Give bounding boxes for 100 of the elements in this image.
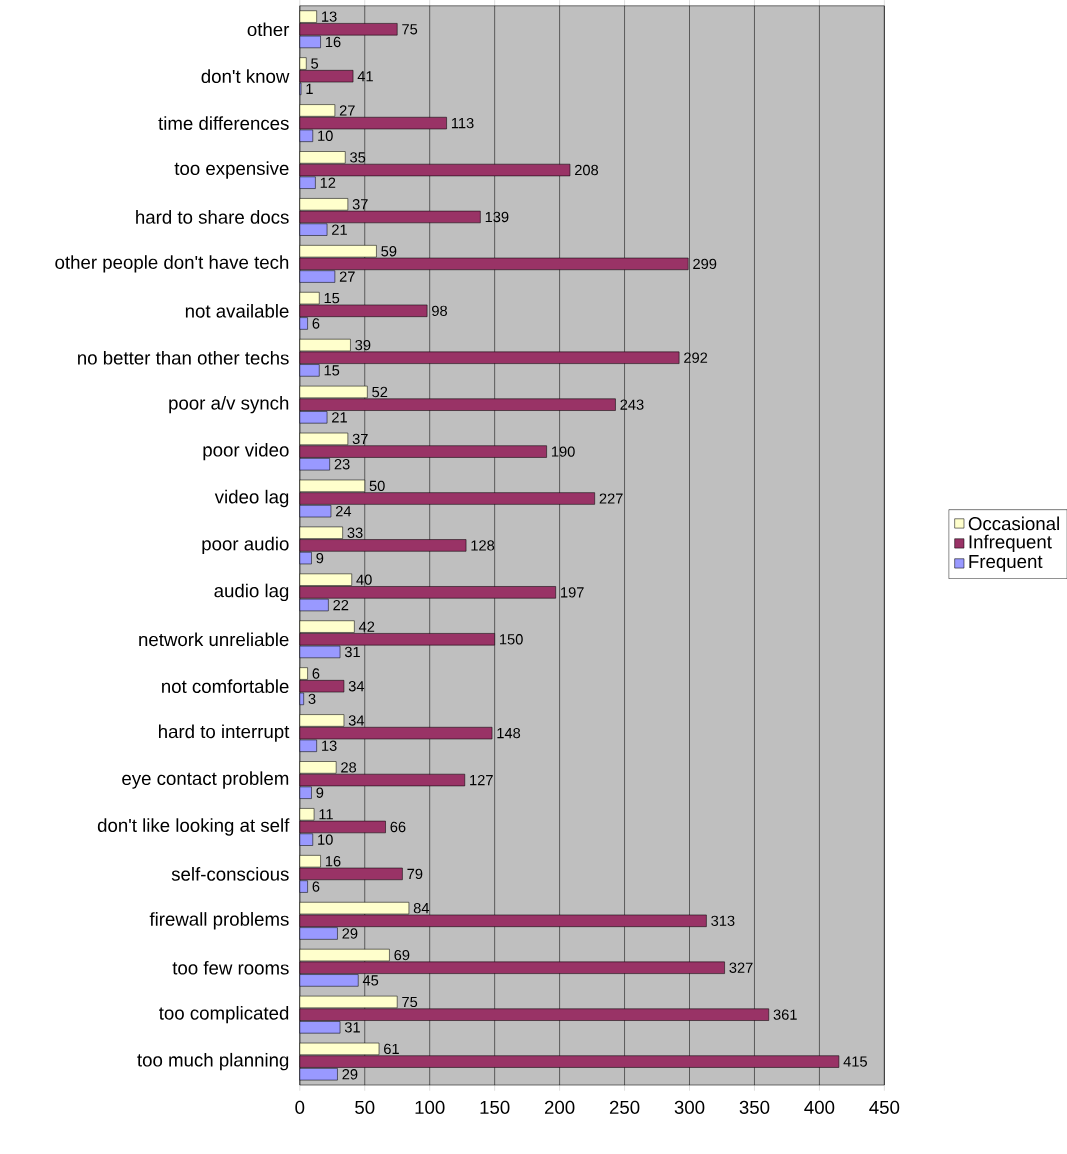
data-label: 24 — [335, 506, 351, 517]
y-tick-label: too expensive — [174, 161, 289, 179]
data-label: 6 — [312, 668, 320, 679]
data-label: 313 — [711, 915, 735, 927]
data-label: 37 — [352, 433, 368, 445]
data-label: 16 — [325, 36, 341, 48]
y-tick-label: too complicated — [158, 1005, 288, 1024]
y-tick-label: hard to share docs — [136, 210, 289, 224]
data-label: 34 — [348, 715, 364, 726]
y-tick-label: not comfortable — [161, 679, 289, 694]
y-tick-label: network unreliable — [139, 632, 289, 647]
data-label: 148 — [497, 727, 520, 739]
data-label: 84 — [413, 902, 429, 914]
data-label: 33 — [347, 527, 363, 538]
data-label: 361 — [773, 1009, 797, 1020]
data-label: 35 — [349, 152, 365, 163]
data-label: 27 — [339, 271, 355, 282]
data-label: 13 — [321, 11, 337, 22]
data-label: 31 — [344, 1022, 360, 1033]
y-tick-label: don't like looking at self — [97, 818, 290, 836]
data-label: 9 — [316, 787, 324, 798]
y-tick-label: eye contact problem — [122, 771, 288, 789]
x-tick-label: 100 — [415, 1100, 445, 1114]
data-label: 415 — [843, 1056, 867, 1067]
y-tick-label: poor audio — [202, 536, 289, 555]
data-label: 15 — [324, 365, 340, 376]
legend-label: Infrequent — [969, 534, 1052, 553]
y-tick-label: no better than other techs — [77, 350, 289, 365]
y-tick-label: too much planning — [137, 1052, 288, 1071]
data-label: 29 — [342, 1069, 358, 1080]
data-label: 150 — [499, 634, 523, 645]
data-label: 15 — [324, 293, 340, 304]
data-label: 1 — [306, 83, 313, 94]
data-label: 10 — [317, 834, 333, 845]
data-label: 113 — [451, 117, 474, 129]
data-label: 40 — [356, 574, 372, 585]
y-tick-label: not available — [185, 303, 289, 318]
x-tick-label: 450 — [869, 1100, 900, 1114]
data-label: 243 — [620, 399, 644, 410]
data-label: 21 — [331, 224, 347, 235]
data-label: 327 — [729, 962, 753, 973]
data-label: 52 — [372, 386, 387, 398]
legend-label: Occasional — [968, 516, 1059, 531]
x-tick-label: 300 — [674, 1100, 705, 1114]
data-label: 69 — [394, 949, 410, 961]
y-tick-label: other people don't have tech — [55, 255, 288, 273]
data-label: 299 — [693, 258, 717, 270]
y-tick-label: video lag — [214, 489, 288, 508]
data-label: 22 — [333, 599, 349, 611]
data-label: 6 — [312, 318, 320, 329]
data-label: 292 — [683, 352, 707, 363]
y-tick-label: hard to interrupt — [158, 724, 290, 742]
data-label: 39 — [355, 339, 371, 351]
data-label: 66 — [390, 821, 406, 833]
data-label: 98 — [431, 305, 447, 316]
data-label: 5 — [310, 58, 318, 69]
data-label: 31 — [344, 646, 360, 658]
data-label: 29 — [342, 928, 358, 939]
data-label: 11 — [319, 809, 333, 820]
data-label: 27 — [339, 105, 355, 116]
data-label: 9 — [316, 552, 324, 564]
data-label: 16 — [325, 856, 341, 867]
data-label: 75 — [402, 24, 417, 35]
data-label: 34 — [348, 681, 364, 692]
data-label: 41 — [357, 71, 373, 82]
y-tick-label: poor video — [203, 442, 289, 461]
y-tick-label: too few rooms — [172, 960, 289, 975]
data-label: 37 — [352, 199, 368, 210]
data-label: 42 — [358, 621, 374, 632]
data-label: 197 — [560, 587, 584, 598]
data-label: 79 — [407, 868, 423, 880]
data-label: 59 — [381, 246, 397, 257]
data-label: 128 — [471, 540, 494, 551]
legend-label: Frequent — [969, 555, 1043, 572]
data-label: 61 — [383, 1043, 399, 1055]
y-tick-label: poor a/v synch — [169, 395, 288, 414]
y-tick-label: don't know — [201, 69, 290, 84]
y-tick-label: other — [247, 22, 289, 37]
data-label: 45 — [362, 975, 378, 986]
data-label: 23 — [334, 459, 350, 470]
data-label: 13 — [321, 740, 337, 751]
data-label: 50 — [369, 480, 385, 492]
x-tick-label: 0 — [295, 1100, 305, 1114]
x-tick-label: 250 — [609, 1100, 640, 1114]
y-tick-label: audio lag — [214, 583, 288, 602]
data-label: 190 — [551, 446, 575, 457]
x-tick-label: 50 — [354, 1100, 375, 1114]
data-label: 12 — [320, 177, 336, 188]
data-label: 127 — [469, 774, 493, 786]
x-tick-label: 400 — [804, 1100, 835, 1114]
x-tick-label: 150 — [480, 1100, 510, 1114]
x-tick-label: 350 — [739, 1100, 770, 1114]
y-tick-label: self-conscious — [171, 867, 289, 881]
data-label: 6 — [312, 881, 320, 892]
data-label: 227 — [599, 493, 623, 504]
data-label: 139 — [485, 211, 509, 223]
data-label: 10 — [317, 130, 333, 141]
y-tick-label: time differences — [158, 116, 289, 130]
data-label: 3 — [308, 693, 316, 705]
data-label: 28 — [340, 762, 356, 773]
